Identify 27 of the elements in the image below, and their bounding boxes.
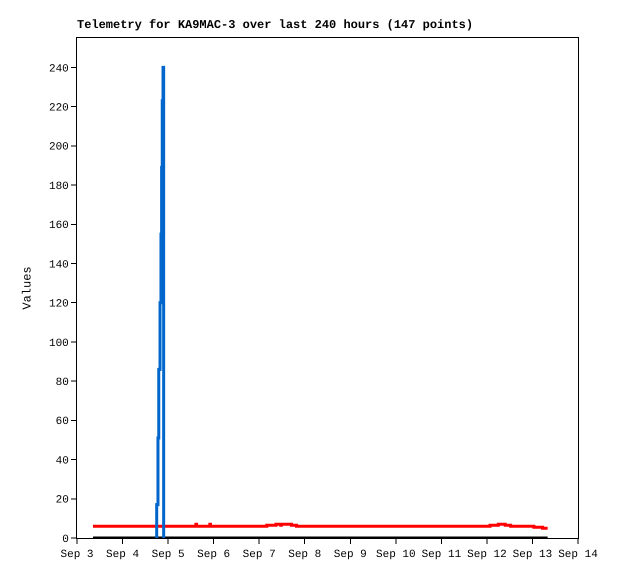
y-tick-label: 60	[56, 416, 69, 428]
x-tick-label: Sep 14	[558, 549, 598, 562]
y-tick-label: 140	[48, 259, 69, 272]
y-tick-label: 220	[48, 102, 69, 114]
x-tick-label: Sep 11	[422, 549, 462, 562]
y-tick-label: 100	[48, 338, 69, 350]
y-tick-label: 200	[48, 142, 69, 154]
x-tick-label: Sep 13	[512, 549, 552, 562]
x-tick-label: Sep 5	[152, 549, 185, 562]
x-tick-label: Sep 9	[334, 549, 367, 562]
x-tick-label: Sep 3	[60, 549, 94, 562]
y-tick-label: 160	[48, 220, 69, 232]
x-tick-label: Sep 8	[288, 549, 322, 562]
y-tick-label: 120	[48, 298, 69, 311]
x-tick-label: Sep 6	[197, 549, 230, 562]
chart-title: Telemetry for KA9MAC-3 over last 240 hours (147 points)	[77, 18, 474, 32]
y-tick-label: 80	[56, 376, 69, 389]
y-tick-label: 0	[62, 534, 69, 546]
x-tick-label: Sep 7	[242, 549, 276, 562]
y-tick-label: 40	[56, 455, 69, 468]
x-tick-label: Sep 12	[467, 549, 507, 562]
x-tick-label: Sep 10	[376, 549, 416, 562]
y-tick-label: 20	[56, 494, 69, 507]
x-tick-label: Sep 4	[106, 549, 140, 562]
y-tick-label: 240	[48, 63, 69, 76]
y-axis-title: Values	[20, 266, 34, 310]
y-tick-label: 180	[48, 180, 69, 193]
